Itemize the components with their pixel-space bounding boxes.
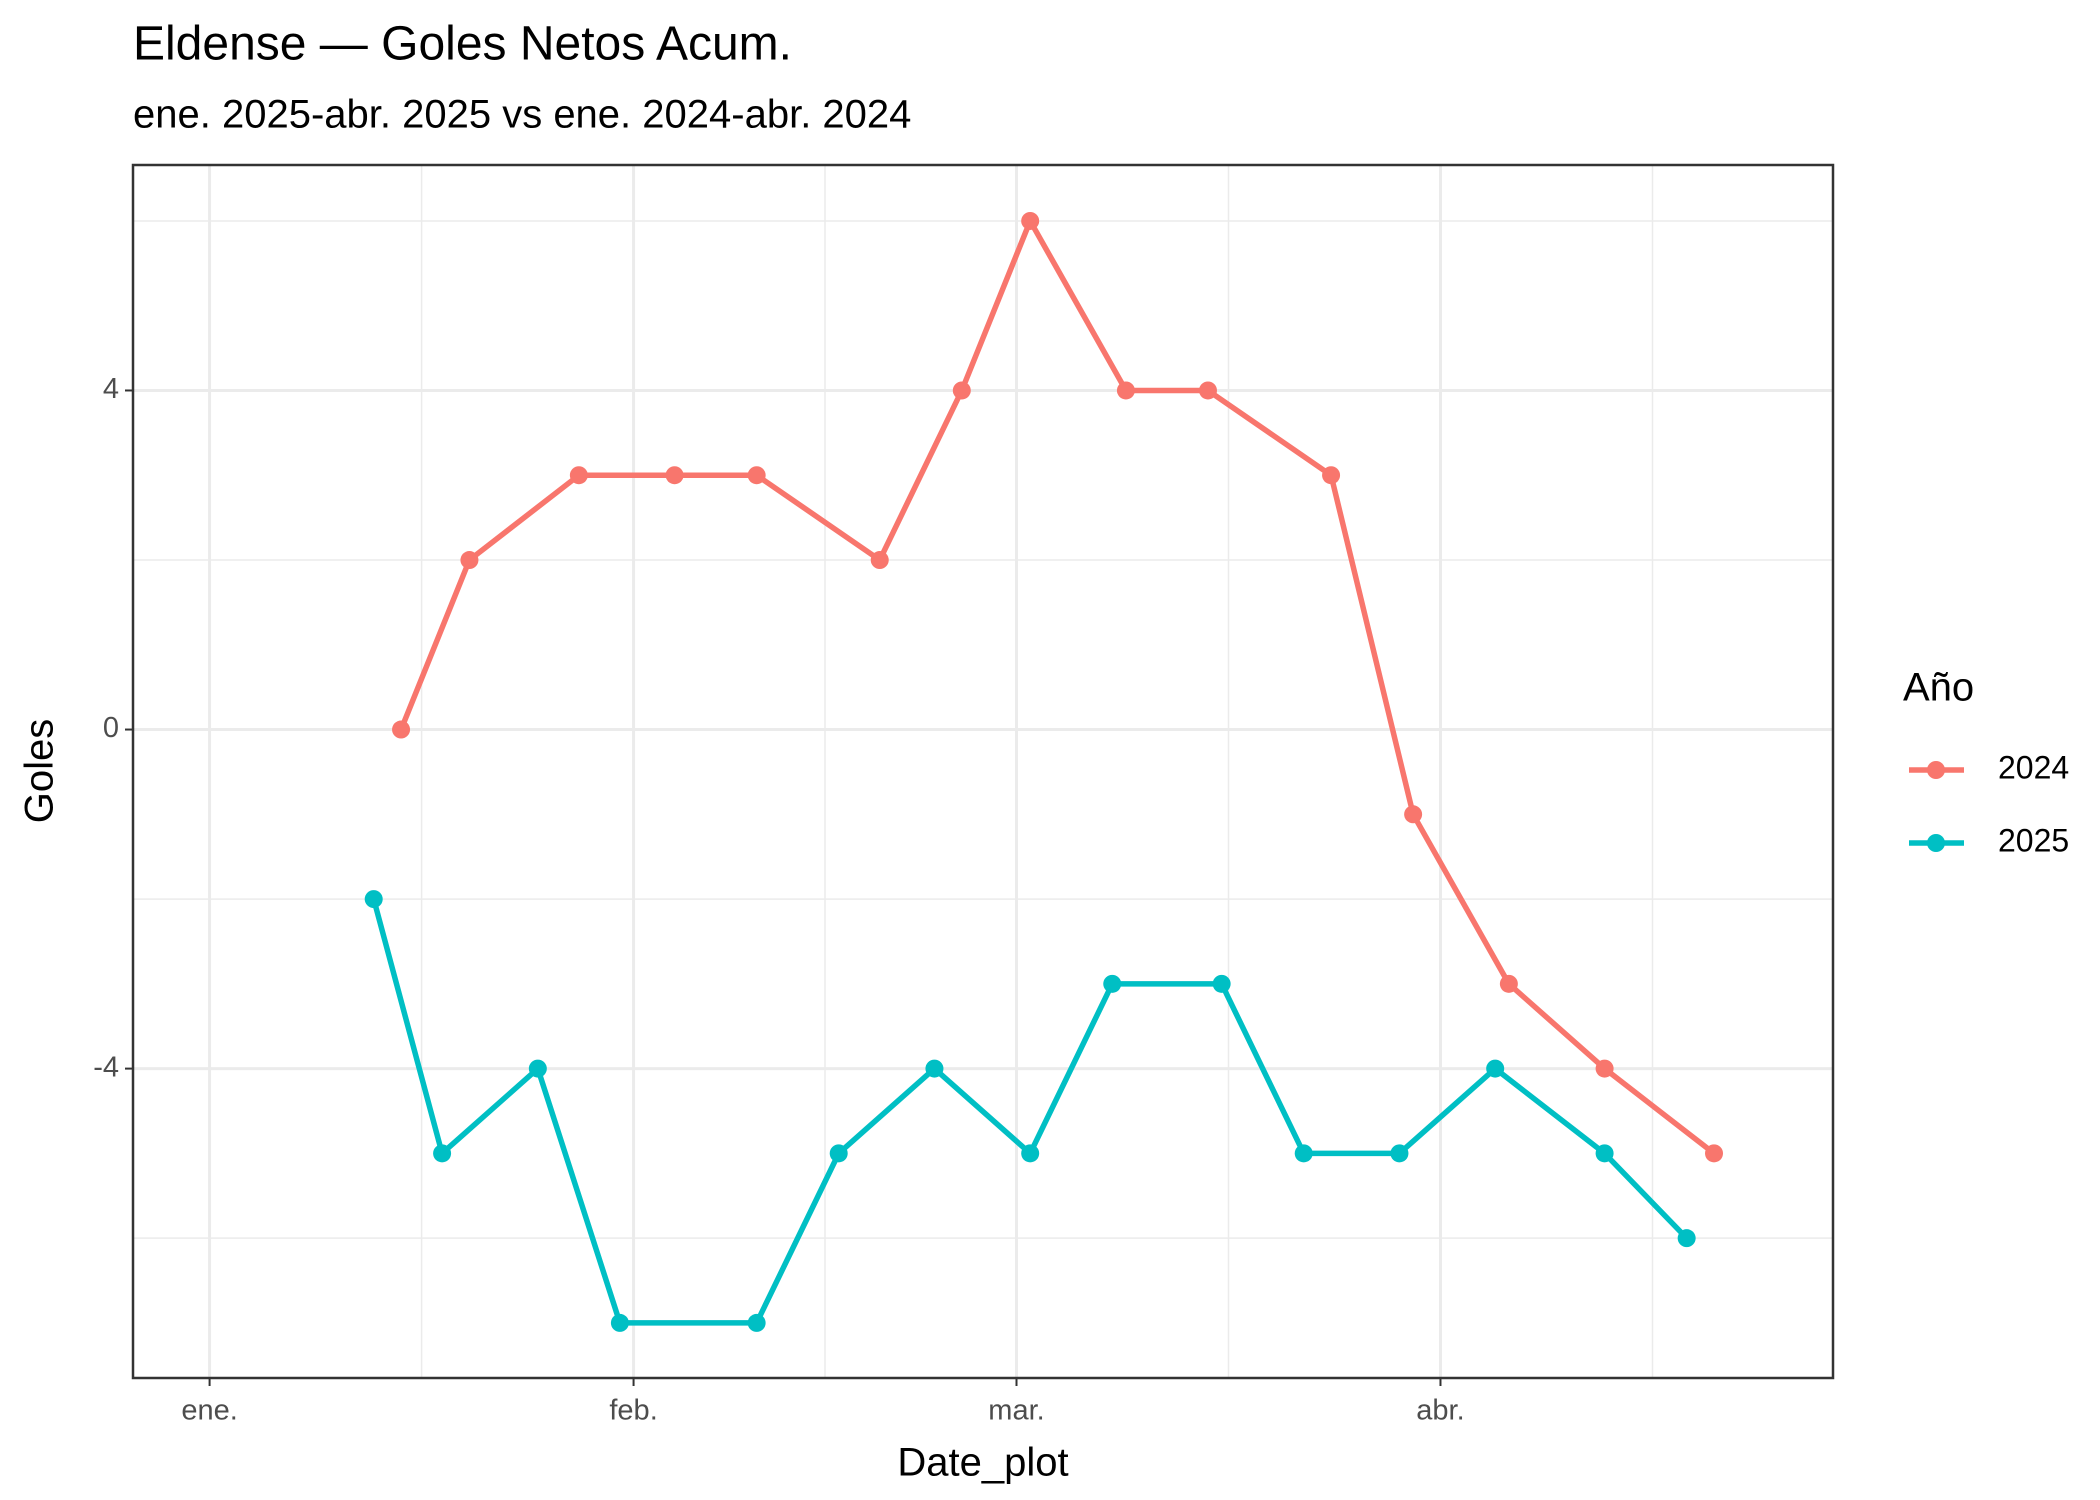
data-point <box>364 890 383 909</box>
x-tick-label: mar. <box>988 1395 1044 1427</box>
data-point <box>528 1059 547 1078</box>
data-point <box>1595 1059 1614 1078</box>
x-tick-label: ene. <box>181 1395 237 1427</box>
x-tick-label: abr. <box>1416 1395 1464 1427</box>
data-point <box>392 720 411 739</box>
data-point <box>1705 1144 1724 1163</box>
data-point <box>1404 805 1423 824</box>
data-point <box>747 466 766 485</box>
data-point <box>1322 466 1341 485</box>
data-point <box>1390 1144 1409 1163</box>
data-point <box>1212 974 1231 993</box>
legend-key-point <box>1927 834 1945 852</box>
data-point <box>925 1059 944 1078</box>
y-axis-title: Goles <box>18 719 62 824</box>
y-tick-label: -4 <box>93 1051 119 1083</box>
data-point <box>1499 974 1518 993</box>
data-point <box>1116 381 1135 400</box>
data-point <box>1595 1144 1614 1163</box>
data-point <box>665 466 684 485</box>
legend-label: 2025 <box>1998 822 2069 858</box>
data-point <box>569 466 588 485</box>
x-axis-title: Date_plot <box>897 1441 1068 1485</box>
data-point <box>460 551 479 570</box>
chart-subtitle: ene. 2025-abr. 2025 vs ene. 2024-abr. 20… <box>133 93 911 137</box>
data-point <box>952 381 971 400</box>
data-point <box>1677 1229 1696 1248</box>
data-point <box>1198 381 1217 400</box>
chart-title: Eldense — Goles Netos Acum. <box>133 18 792 71</box>
legend-title: Año <box>1903 666 1974 710</box>
x-tick-label: feb. <box>609 1395 657 1427</box>
data-point <box>870 551 889 570</box>
y-tick-label: 4 <box>103 373 119 405</box>
data-point <box>1021 1144 1040 1163</box>
y-tick-label: 0 <box>103 712 119 744</box>
data-point <box>1486 1059 1505 1078</box>
data-point <box>1021 211 1040 230</box>
data-point <box>1294 1144 1313 1163</box>
plot-border <box>131 163 1835 1380</box>
data-point <box>433 1144 452 1163</box>
legend-key-point <box>1927 761 1945 779</box>
data-point <box>610 1313 629 1332</box>
legend-label: 2024 <box>1998 749 2069 785</box>
data-point <box>1103 974 1122 993</box>
data-point <box>747 1313 766 1332</box>
data-point <box>829 1144 848 1163</box>
